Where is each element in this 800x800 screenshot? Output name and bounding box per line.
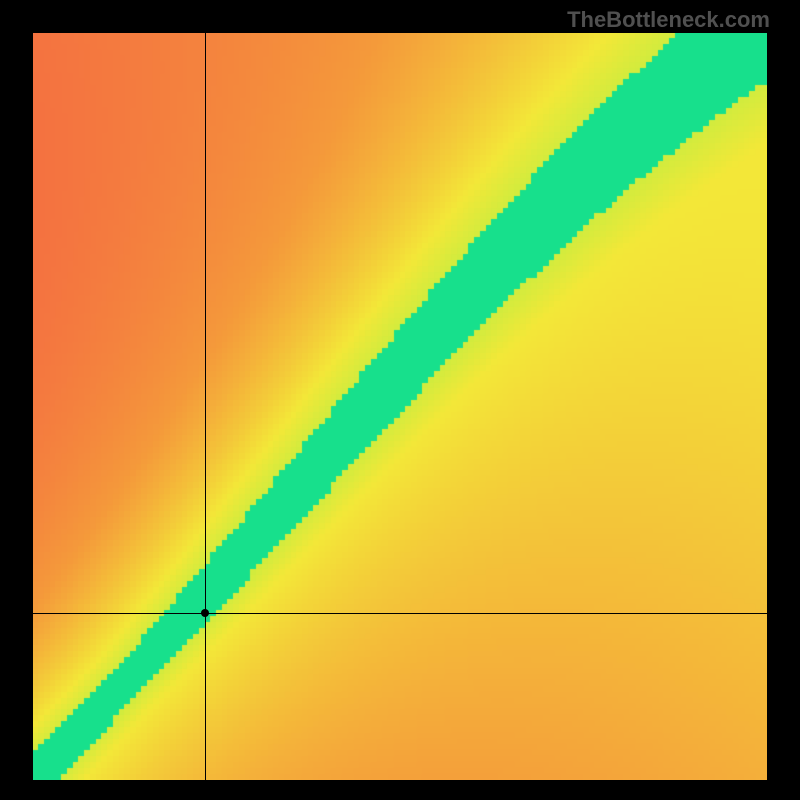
crosshair-horizontal [33,613,767,614]
heatmap-plot [33,33,767,780]
watermark-text: TheBottleneck.com [567,7,770,33]
heatmap-canvas [33,33,767,780]
crosshair-vertical [205,33,206,780]
